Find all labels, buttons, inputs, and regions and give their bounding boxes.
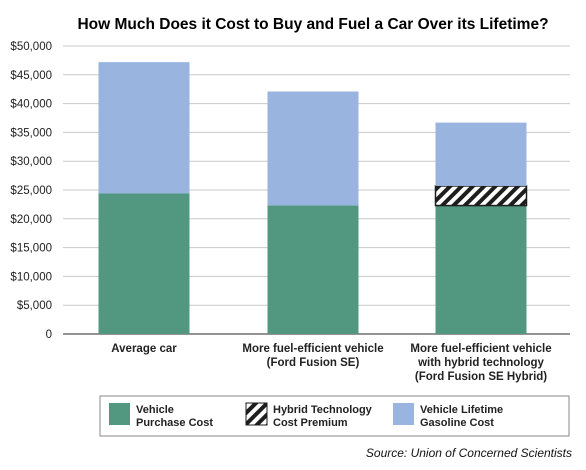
y-tick-label: $40,000 (10, 99, 52, 111)
legend-label: Vehicle Lifetime (420, 404, 503, 416)
legend-box (99, 395, 570, 437)
bars (98, 62, 528, 334)
y-tick-label: $20,000 (10, 214, 52, 226)
bar-segment-series-0-cat-2 (435, 205, 527, 334)
y-tick-label: $5,000 (17, 300, 52, 312)
legend-label: Hybrid Technology (273, 404, 373, 416)
category-label: More fuel-efficient vehicle (242, 343, 383, 355)
legend-label: Vehicle (136, 404, 174, 416)
bar-segment-series-2-cat-2 (435, 122, 527, 186)
legend-swatch-1 (245, 402, 268, 426)
y-axis-tick-labels: 0 $5,000 $10,000 $15,000 $20,000 $25,000 $30,0… (10, 41, 52, 341)
legend-label: Cost Premium (273, 417, 348, 429)
category-label: with hybrid technology (417, 357, 544, 369)
y-tick-label: $10,000 (10, 271, 52, 283)
chart-title: How Much Does it Cost to Buy and Fuel a … (77, 16, 548, 33)
category-label: Average car (111, 343, 177, 355)
legend-swatch-0 (109, 403, 130, 425)
category-label: (Ford Fusion SE) (267, 357, 360, 369)
y-tick-label: $50,000 (10, 41, 52, 53)
y-tick-label: 0 (46, 329, 52, 341)
source-note: Source: Union of Concerned Scientists (366, 446, 572, 460)
legend-label: Gasoline Cost (420, 417, 494, 429)
bar-segment-series-2-cat-0 (98, 62, 190, 194)
legend-label: Purchase Cost (136, 417, 213, 429)
legend-swatch-2 (393, 403, 414, 425)
bar-segment-series-0-cat-1 (267, 205, 359, 334)
category-label: More fuel-efficient vehicle (410, 343, 551, 355)
bar-segment-series-1-cat-2 (434, 185, 528, 207)
category-label: (Ford Fusion SE Hybrid) (415, 371, 547, 383)
bar-segment-series-2-cat-1 (267, 91, 359, 206)
y-tick-label: $35,000 (10, 127, 52, 139)
y-tick-label: $15,000 (10, 243, 52, 255)
y-tick-label: $45,000 (10, 70, 52, 82)
y-tick-label: $25,000 (10, 185, 52, 197)
y-tick-label: $30,000 (10, 156, 52, 168)
category-labels: Average car More fuel-efficient vehicle (F… (111, 343, 551, 383)
bar-segment-series-0-cat-0 (98, 193, 190, 334)
